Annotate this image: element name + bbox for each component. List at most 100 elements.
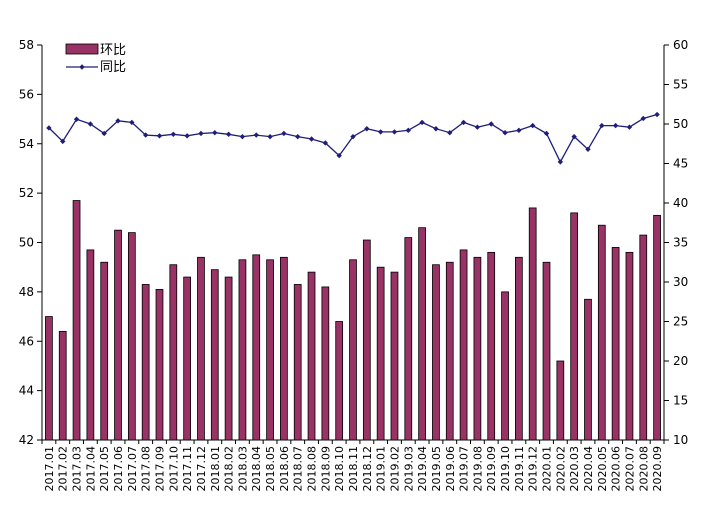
x-tick-label: 2020.07 — [623, 446, 636, 492]
x-tick-label: 2019.08 — [471, 446, 484, 492]
bar — [293, 284, 302, 441]
x-tick-label: 2017.11 — [181, 446, 194, 492]
left-tick-label: 42 — [19, 433, 34, 447]
bar — [390, 271, 399, 441]
bar — [335, 321, 344, 441]
x-tick-label: 2018.11 — [347, 446, 360, 492]
line-point — [295, 133, 301, 140]
bar — [597, 224, 606, 441]
bar — [141, 284, 150, 441]
bar — [432, 264, 440, 441]
right-tick-label: 30 — [673, 275, 688, 289]
line-point — [626, 124, 633, 130]
bar — [376, 266, 385, 441]
line-point — [488, 121, 494, 127]
line-point — [212, 129, 218, 136]
x-tick-label: 2020.08 — [637, 446, 650, 492]
bar — [445, 261, 454, 441]
line-series — [46, 111, 660, 165]
legend: 环比 同比 — [65, 43, 126, 75]
bar — [127, 232, 136, 441]
line-point — [654, 111, 660, 118]
line-point — [447, 129, 453, 136]
right-tick-label: 25 — [673, 315, 688, 329]
line-point — [267, 133, 273, 140]
right-tick-label: 50 — [673, 117, 688, 131]
line-point — [115, 118, 121, 124]
bar — [280, 256, 288, 441]
x-tick-label: 2018.01 — [209, 446, 222, 492]
x-tick-label: 2017.08 — [140, 446, 153, 492]
x-tick-label: 2019.04 — [416, 446, 429, 492]
line-point — [391, 129, 398, 135]
line-point — [502, 129, 508, 136]
bar — [169, 264, 178, 441]
bar — [349, 259, 357, 441]
line-point — [184, 133, 190, 139]
x-tick-label: 2020.06 — [610, 446, 623, 492]
right-tick-label: 15 — [673, 394, 688, 408]
bar — [155, 289, 164, 441]
line-point — [433, 126, 439, 132]
line-point — [460, 119, 467, 126]
x-tick-label: 2017.01 — [43, 446, 56, 492]
legend-line-marker — [79, 64, 85, 70]
x-tick-label: 2018.08 — [306, 446, 319, 492]
x-tick-label: 2017.05 — [98, 446, 111, 492]
axes: 42 44 46 48 50 52 54 56 58 10 15 20 25 30 35 40 45 50 55 60… — [19, 38, 689, 492]
x-tick-label: 2019.10 — [499, 446, 512, 492]
line-point — [516, 127, 522, 134]
line-point — [543, 130, 550, 137]
bar — [611, 247, 620, 441]
bar — [210, 269, 219, 441]
x-tick-label: 2017.03 — [71, 446, 84, 492]
x-tick-label: 2020.04 — [582, 446, 595, 492]
right-tick-label: 20 — [673, 354, 688, 368]
line-point — [87, 121, 94, 127]
x-tick-label: 2019.12 — [527, 446, 540, 492]
bar — [224, 276, 233, 441]
line-point — [46, 125, 52, 131]
bar — [418, 227, 426, 441]
left-tick-label: 50 — [19, 236, 34, 250]
right-tick-label: 60 — [673, 38, 688, 52]
left-tick-label: 44 — [19, 384, 34, 398]
line-point — [419, 119, 425, 126]
left-tick-label: 58 — [19, 38, 34, 52]
legend-bar-label: 环比 — [100, 43, 126, 58]
line-point — [377, 129, 384, 135]
left-tick-label: 56 — [19, 87, 34, 101]
left-tick-label: 48 — [19, 285, 34, 299]
x-tick-label: 2017.06 — [112, 446, 125, 492]
bar-series — [45, 200, 661, 441]
bar — [556, 360, 565, 441]
bar — [58, 330, 67, 441]
x-tick-label: 2019.11 — [513, 446, 526, 492]
x-tick-label: 2019.03 — [402, 446, 415, 492]
left-tick-label: 54 — [19, 137, 34, 151]
x-tick-label: 2018.05 — [264, 446, 277, 492]
bar — [625, 251, 634, 441]
x-tick-label: 2018.07 — [292, 446, 305, 492]
line-point — [336, 152, 342, 159]
x-tick-label: 2017.02 — [57, 446, 70, 492]
left-tick-label: 52 — [19, 186, 34, 200]
bar — [473, 256, 482, 441]
line-point — [281, 130, 287, 137]
line-point — [405, 127, 411, 134]
x-tick-label: 2018.10 — [333, 446, 346, 492]
bar — [114, 229, 122, 441]
x-tick-label: 2018.06 — [278, 446, 291, 492]
x-tick-label: 2017.09 — [153, 446, 166, 492]
x-tick-label: 2019.06 — [444, 446, 457, 492]
line-point — [156, 133, 163, 139]
x-tick-label: 2020.05 — [596, 446, 609, 492]
x-tick-label: 2019.07 — [458, 446, 471, 492]
bar — [252, 254, 261, 441]
line-point — [73, 116, 80, 122]
line-point — [308, 136, 315, 142]
line-point — [529, 122, 536, 129]
line-point — [142, 132, 149, 138]
bar — [266, 259, 274, 441]
